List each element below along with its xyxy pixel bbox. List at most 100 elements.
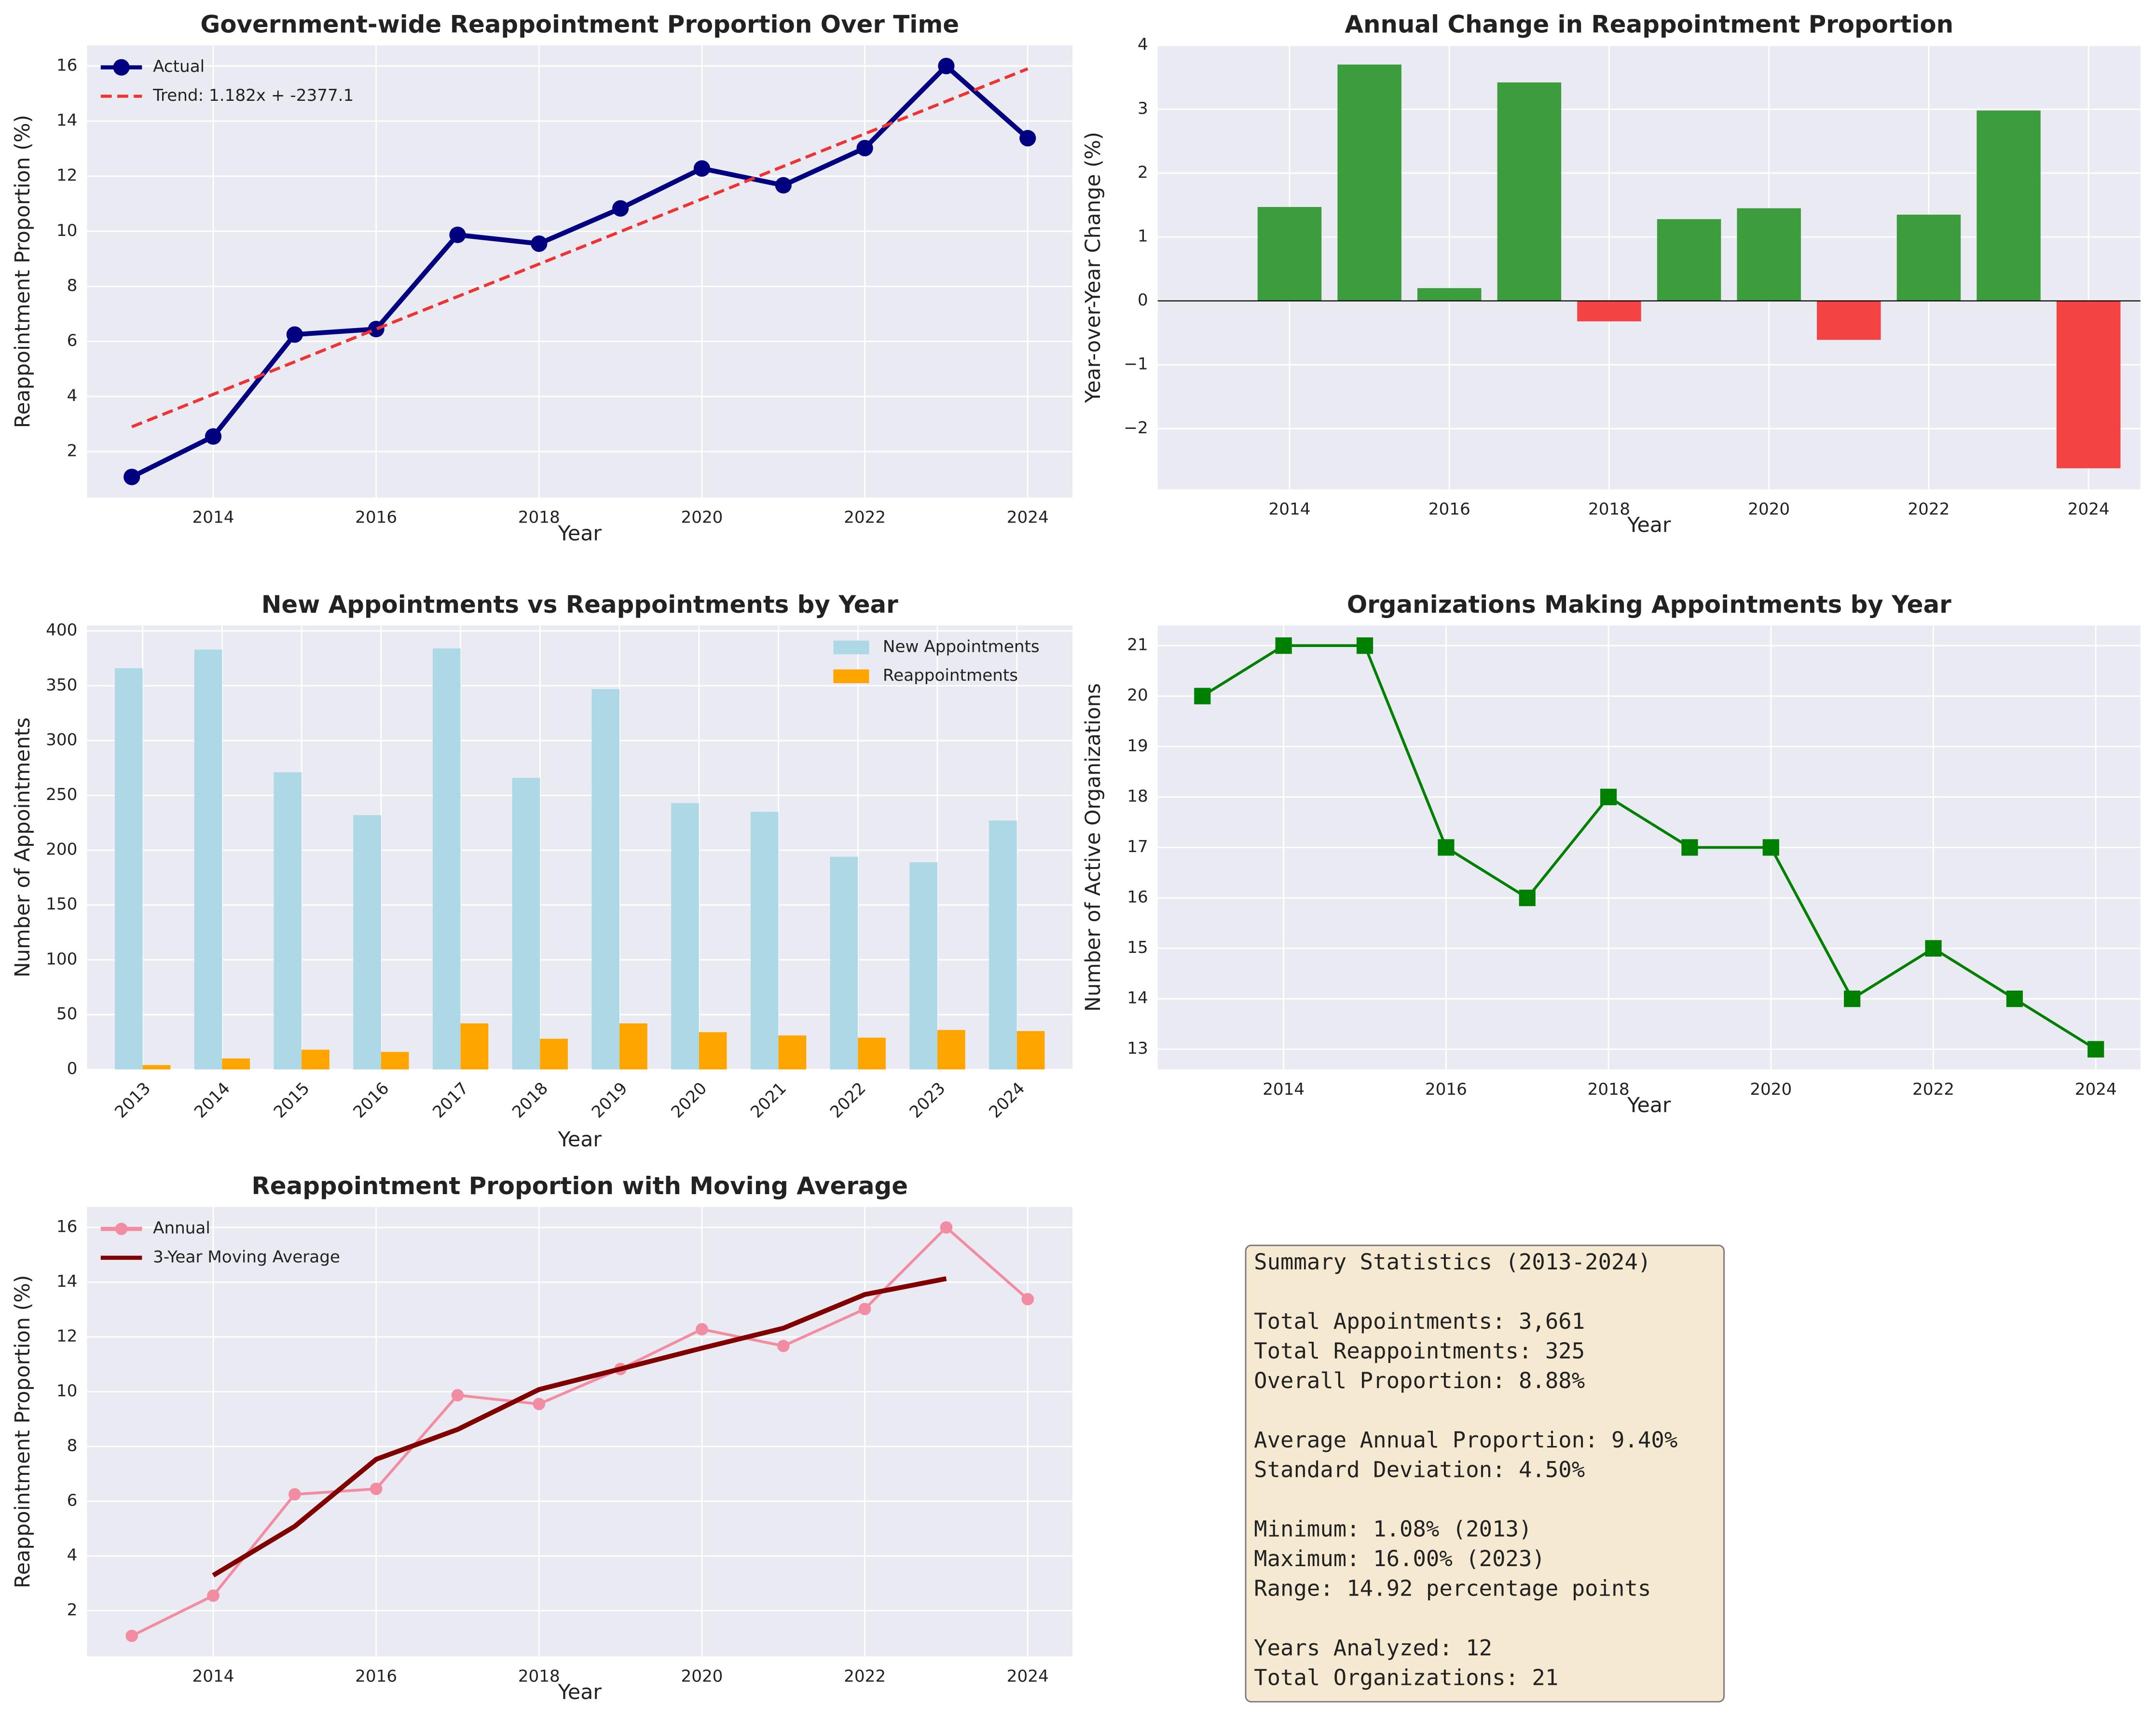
point bbox=[125, 1629, 138, 1642]
y-tick-label: 200 bbox=[46, 840, 77, 859]
y-tick-label: 0 bbox=[1138, 290, 1148, 310]
y-tick-label: 10 bbox=[56, 1381, 77, 1401]
y-tick-label: 1 bbox=[1138, 227, 1148, 246]
bar bbox=[1577, 301, 1641, 322]
y-tick-label: 17 bbox=[1127, 837, 1148, 856]
bar bbox=[1896, 214, 1961, 301]
y-tick-label: −1 bbox=[1124, 355, 1148, 374]
chart-title: Government-wide Reappointment Proportion… bbox=[200, 11, 959, 39]
y-tick-label: 50 bbox=[56, 1004, 77, 1023]
y-tick-label: 8 bbox=[67, 276, 78, 295]
point bbox=[124, 468, 140, 485]
y-axis-label: Year-over-Year Change (%) bbox=[1081, 132, 1105, 403]
x-tick-label: 2014 bbox=[192, 508, 234, 527]
plot-background bbox=[87, 625, 1073, 1070]
x-tick-label: 2018 bbox=[1588, 499, 1630, 519]
legend-swatch bbox=[833, 640, 869, 655]
y-tick-label: 14 bbox=[56, 111, 77, 130]
point bbox=[286, 326, 303, 343]
bar bbox=[1817, 301, 1881, 340]
x-tick-label: 2022 bbox=[826, 1079, 870, 1122]
legend-label: Annual bbox=[153, 1219, 210, 1238]
y-tick-label: 300 bbox=[46, 730, 77, 749]
chart-title: Reappointment Proportion with Moving Ave… bbox=[251, 1172, 908, 1200]
y-tick-label: 4 bbox=[67, 1545, 78, 1565]
y-tick-label: 4 bbox=[1138, 35, 1148, 55]
summary-line: Total Organizations: 21 bbox=[1254, 1665, 1558, 1690]
x-tick-label: 2017 bbox=[429, 1079, 472, 1122]
summary-line: Standard Deviation: 4.50% bbox=[1254, 1457, 1585, 1483]
y-tick-label: 100 bbox=[46, 950, 77, 969]
y-tick-label: 4 bbox=[67, 386, 78, 405]
y-tick-label: 16 bbox=[56, 55, 77, 75]
summary-line: Total Appointments: 3,661 bbox=[1254, 1308, 1585, 1334]
bar bbox=[858, 1037, 886, 1070]
point bbox=[1194, 688, 1211, 704]
bar bbox=[778, 1035, 807, 1070]
legend-label: Trend: 1.182x + -2377.1 bbox=[152, 86, 354, 105]
y-tick-label: 2 bbox=[67, 1600, 78, 1620]
y-tick-label: 400 bbox=[46, 620, 77, 640]
y-tick-label: 8 bbox=[67, 1436, 78, 1455]
point bbox=[612, 200, 629, 217]
y-tick-label: 6 bbox=[67, 331, 78, 350]
legend-label: 3-Year Moving Average bbox=[153, 1247, 340, 1267]
y-tick-label: 12 bbox=[56, 166, 77, 185]
x-tick-label: 2018 bbox=[1588, 1080, 1630, 1099]
bar bbox=[591, 689, 620, 1070]
bar bbox=[2056, 301, 2121, 468]
bar bbox=[1016, 1031, 1045, 1070]
legend-label: Actual bbox=[153, 57, 205, 76]
x-tick-label: 2020 bbox=[681, 508, 723, 527]
point bbox=[1600, 788, 1617, 805]
y-tick-label: 14 bbox=[1127, 989, 1148, 1008]
point bbox=[1021, 1293, 1034, 1306]
x-tick-label: 2016 bbox=[355, 1666, 397, 1686]
legend-swatch bbox=[833, 669, 869, 683]
series-line bbox=[130, 63, 1030, 480]
legend-label: Reappointments bbox=[883, 666, 1018, 685]
bar bbox=[699, 1032, 727, 1070]
bar bbox=[274, 772, 302, 1070]
x-tick-label: 2019 bbox=[588, 1079, 632, 1122]
summary-line: Years Analyzed: 12 bbox=[1254, 1635, 1492, 1661]
x-tick-label: 2018 bbox=[518, 508, 560, 527]
x-tick-label: 2024 bbox=[2068, 499, 2110, 519]
x-tick-label: 2020 bbox=[1750, 1080, 1792, 1099]
y-tick-label: 12 bbox=[56, 1326, 77, 1346]
bar bbox=[671, 803, 699, 1070]
x-tick-label: 2024 bbox=[1007, 1666, 1049, 1686]
x-axis-label: Year bbox=[557, 522, 602, 546]
chart-title: Organizations Making Appointments by Yea… bbox=[1347, 591, 1951, 619]
bar bbox=[381, 1052, 409, 1070]
point bbox=[777, 1339, 790, 1352]
x-tick-label: 2013 bbox=[111, 1079, 154, 1122]
bar bbox=[750, 812, 779, 1070]
point bbox=[775, 177, 792, 194]
x-tick-label: 2016 bbox=[1428, 499, 1470, 519]
x-axis-label: Year bbox=[557, 1680, 602, 1705]
summary-line: Overall Proportion: 8.88% bbox=[1254, 1368, 1585, 1393]
y-tick-label: 2 bbox=[67, 441, 78, 461]
x-tick-label: 2016 bbox=[350, 1079, 393, 1122]
point bbox=[2006, 991, 2023, 1007]
x-tick-label: 2020 bbox=[668, 1079, 711, 1122]
x-tick-label: 2022 bbox=[1908, 499, 1950, 519]
summary-line: Total Reappointments: 325 bbox=[1254, 1338, 1585, 1363]
bar bbox=[937, 1030, 965, 1070]
point bbox=[858, 1303, 871, 1315]
y-tick-label: 13 bbox=[1127, 1039, 1148, 1058]
y-axis-label: Reappointment Proportion (%) bbox=[11, 1275, 35, 1589]
bar bbox=[1977, 110, 2041, 301]
legend-marker bbox=[113, 59, 130, 76]
y-tick-label: 19 bbox=[1127, 736, 1148, 756]
y-tick-label: 3 bbox=[1138, 99, 1148, 118]
point bbox=[693, 160, 711, 177]
point bbox=[1356, 637, 1373, 654]
y-tick-label: 21 bbox=[1127, 635, 1148, 655]
bar bbox=[1657, 219, 1721, 301]
y-tick-label: 6 bbox=[67, 1491, 78, 1510]
bar bbox=[619, 1023, 647, 1070]
legend-label: New Appointments bbox=[883, 637, 1040, 656]
bar bbox=[830, 856, 858, 1070]
